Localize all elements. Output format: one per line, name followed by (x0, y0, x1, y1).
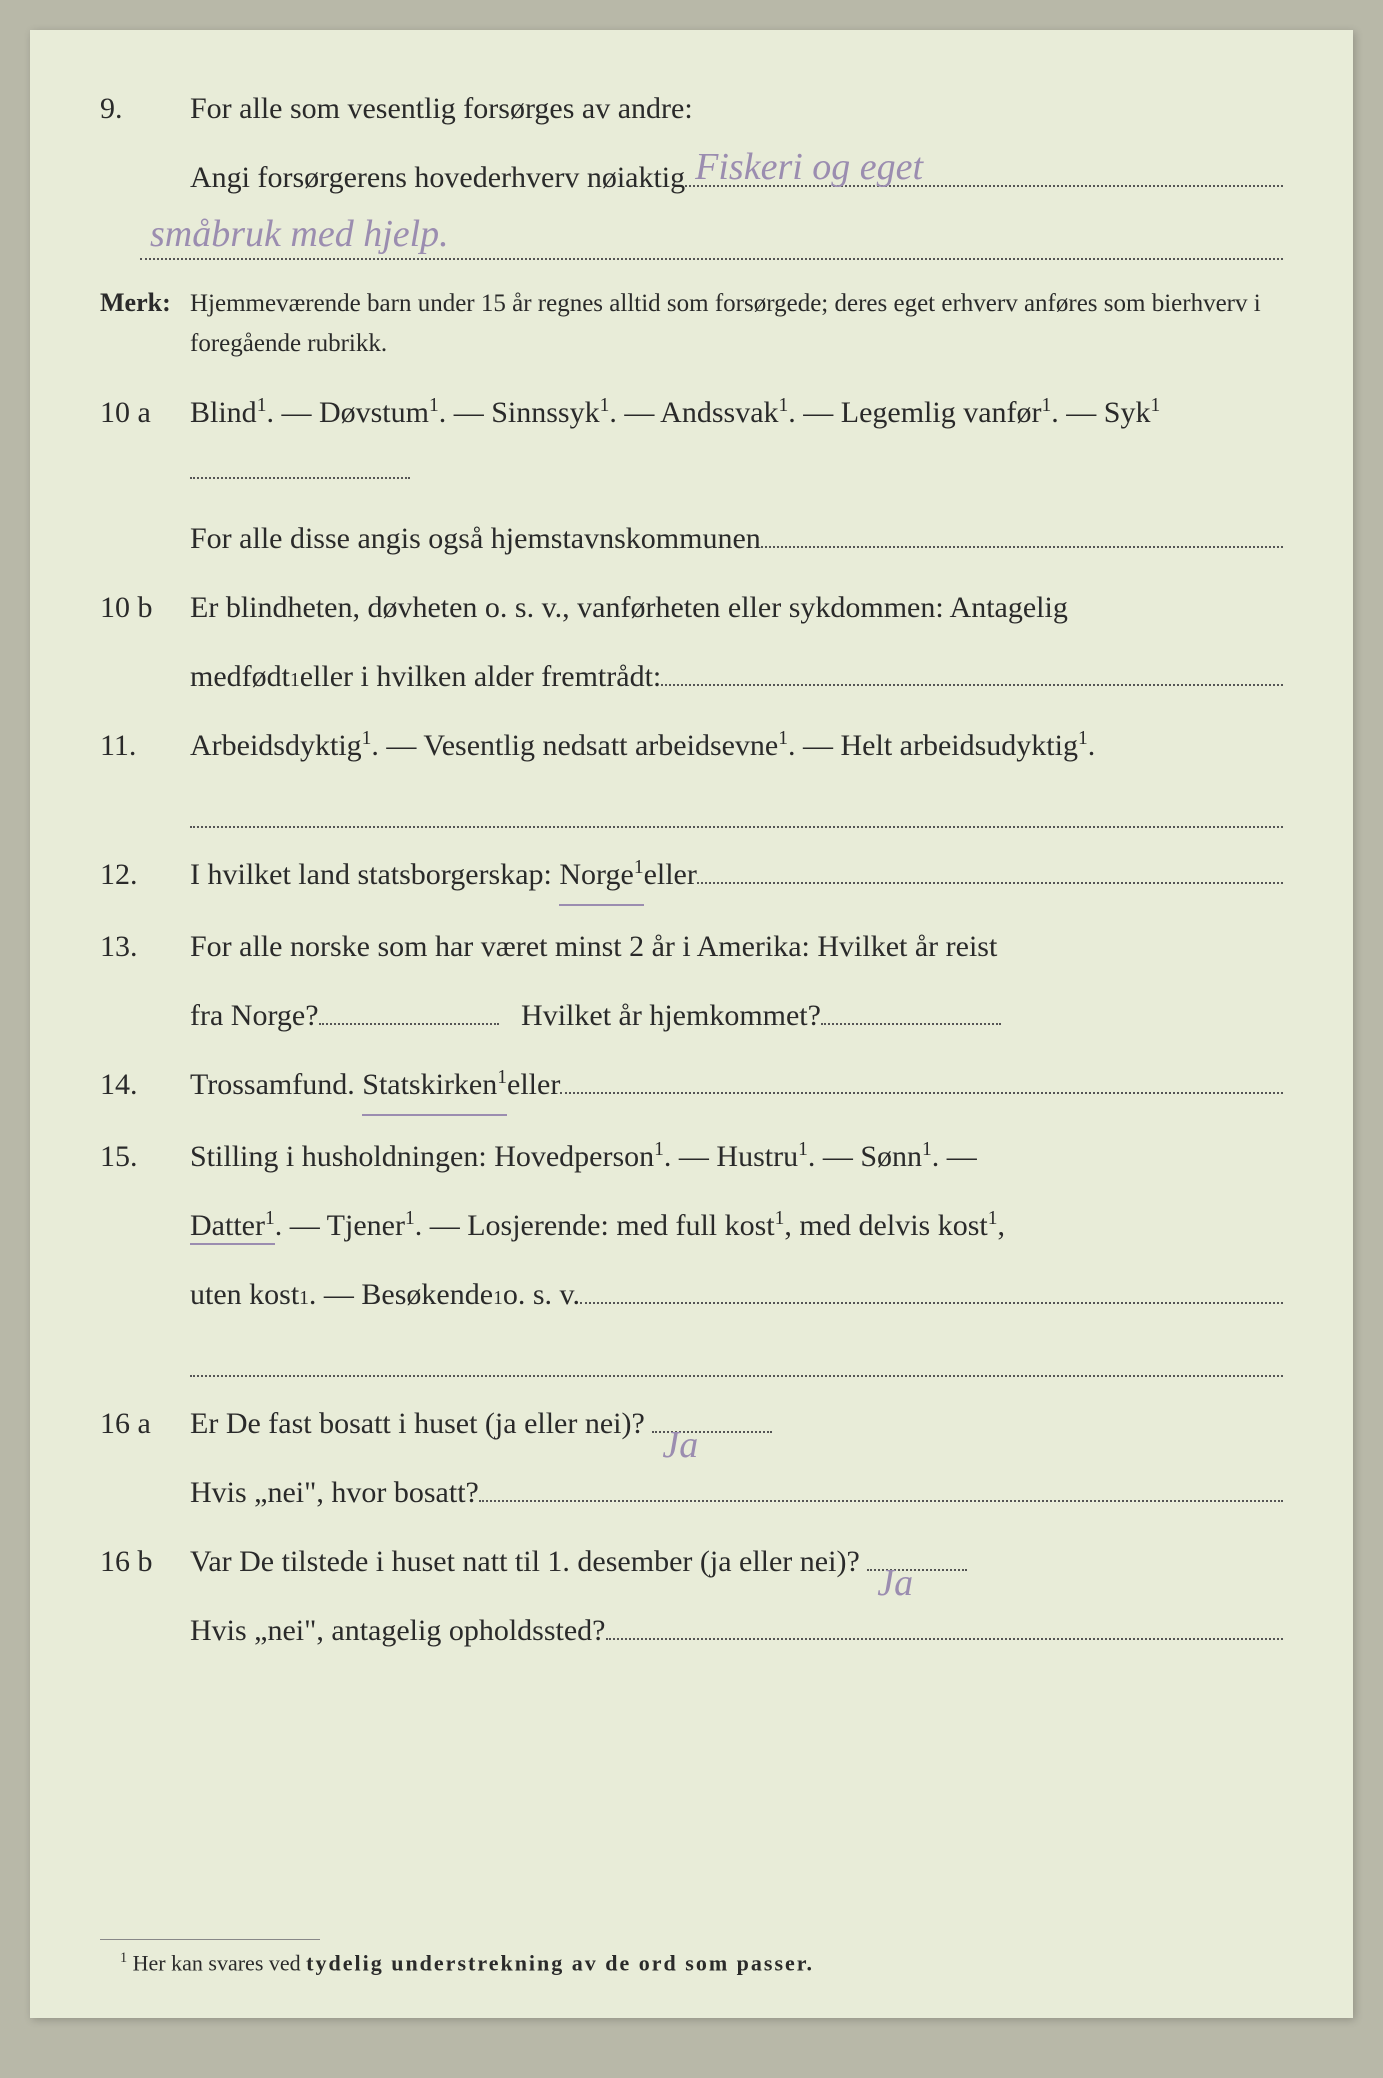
merk-text: Hjemmeværende barn under 15 år regnes al… (190, 284, 1283, 364)
q16b-text1: Var De tilstede i huset natt til 1. dese… (190, 1533, 1283, 1590)
q13-number: 13. (100, 918, 190, 975)
q10a-number: 10 a (100, 384, 190, 441)
q11-fill[interactable] (190, 786, 1283, 828)
q15-line2: Datter1. — Tjener1. — Losjerende: med fu… (100, 1197, 1283, 1254)
q9-line1: 9. For alle som vesentlig forsørges av a… (100, 80, 1283, 137)
footnote-rule (100, 1939, 320, 1940)
q15-fill-2[interactable] (190, 1335, 1283, 1377)
q12-text: I hvilket land statsborgerskap: Norge1 e… (190, 846, 1283, 906)
q16b-line2: Hvis „nei", antagelig opholdssted? (100, 1602, 1283, 1659)
q9-label: Angi forsørgerens hovederhverv nøiaktig (190, 149, 685, 206)
q13-line2: fra Norge? Hvilket år hjemkommet? (100, 987, 1283, 1044)
q10b-fill[interactable] (661, 648, 1283, 686)
q13-text1: For alle norske som har været minst 2 år… (190, 918, 1283, 975)
q16a-line1: 16 a Er De fast bosatt i huset (ja eller… (100, 1395, 1283, 1452)
q13-line1: 13. For alle norske som har været minst … (100, 918, 1283, 975)
q15-text3: uten kost1. — Besøkende1 o. s. v. (190, 1266, 1283, 1323)
merk-row: Merk: Hjemmeværende barn under 15 år reg… (100, 278, 1283, 364)
q10b-line2: medfødt1 eller i hvilken alder fremtrådt… (100, 648, 1283, 705)
q14-number: 14. (100, 1056, 190, 1113)
q9-fill-2[interactable]: småbruk med hjelp. (140, 218, 1283, 260)
footnote: 1 Her kan svares ved tydelig understrekn… (120, 1950, 1283, 1976)
q9-text1: For alle som vesentlig forsørges av andr… (190, 80, 1283, 137)
q16a-fill-bosatt[interactable] (479, 1464, 1283, 1502)
q10a-fill-syk[interactable] (190, 477, 410, 479)
q15-line1: 15. Stilling i husholdningen: Hovedperso… (100, 1128, 1283, 1185)
q9-fill-1[interactable]: Fiskeri og eget (685, 149, 1283, 187)
q10a-text2: For alle disse angis også hjemstavnskomm… (190, 510, 1283, 567)
q13-fill-1[interactable] (319, 1023, 499, 1025)
q10a-line1: 10 a Blind1. — Døvstum1. — Sinnssyk1. — … (100, 384, 1283, 498)
q15-datter-underlined: Datter1 (190, 1209, 275, 1245)
q16b-number: 16 b (100, 1533, 190, 1590)
q9-handwriting-1: Fiskeri og eget (695, 131, 923, 203)
census-form-page: 9. For alle som vesentlig forsørges av a… (30, 30, 1353, 2018)
q13-fill-2[interactable] (821, 1023, 1001, 1025)
q16a-text1: Er De fast bosatt i huset (ja eller nei)… (190, 1395, 1283, 1452)
q9-handwriting-2: småbruk med hjelp. (150, 212, 449, 256)
q11-number: 11. (100, 717, 190, 774)
q16b-fill-answer[interactable]: Ja (867, 1569, 967, 1571)
q9-text2: Angi forsørgerens hovederhverv nøiaktig … (190, 149, 1283, 206)
q10a-line2: For alle disse angis også hjemstavnskomm… (100, 510, 1283, 567)
q10a-text: Blind1. — Døvstum1. — Sinnssyk1. — Andss… (190, 384, 1283, 498)
q16b-fill-opholdssted[interactable] (606, 1602, 1284, 1640)
q16a-text2: Hvis „nei", hvor bosatt? (190, 1464, 1283, 1521)
q9-line2: Angi forsørgerens hovederhverv nøiaktig … (100, 149, 1283, 206)
q14-statskirken-underlined: Statskirken1 (362, 1056, 507, 1116)
q16a-line2: Hvis „nei", hvor bosatt? (100, 1464, 1283, 1521)
q10b-text1: Er blindheten, døvheten o. s. v., vanfør… (190, 579, 1283, 636)
q12-number: 12. (100, 846, 190, 903)
q11-line1: 11. Arbeidsdyktig1. — Vesentlig nedsatt … (100, 717, 1283, 774)
q16b-text2: Hvis „nei", antagelig opholdssted? (190, 1602, 1283, 1659)
q16b-line1: 16 b Var De tilstede i huset natt til 1.… (100, 1533, 1283, 1590)
merk-label: Merk: (100, 278, 190, 327)
q12-fill[interactable] (697, 846, 1283, 884)
q16a-fill-answer[interactable]: Ja (652, 1431, 772, 1433)
q12-norge-underlined: Norge1 (559, 846, 643, 906)
q10a-fill-kommune[interactable] (761, 510, 1283, 548)
q10b-number: 10 b (100, 579, 190, 636)
q15-line3: uten kost1. — Besøkende1 o. s. v. (100, 1266, 1283, 1323)
q12-row: 12. I hvilket land statsborgerskap: Norg… (100, 846, 1283, 906)
q15-number: 15. (100, 1128, 190, 1185)
q16a-number: 16 a (100, 1395, 190, 1452)
q11-text: Arbeidsdyktig1. — Vesentlig nedsatt arbe… (190, 717, 1283, 774)
q9-number: 9. (100, 80, 190, 137)
q10b-line1: 10 b Er blindheten, døvheten o. s. v., v… (100, 579, 1283, 636)
q14-row: 14. Trossamfund. Statskirken1 eller (100, 1056, 1283, 1116)
q13-text2: fra Norge? Hvilket år hjemkommet? (190, 987, 1283, 1044)
q15-fill[interactable] (580, 1266, 1283, 1304)
q14-text: Trossamfund. Statskirken1 eller (190, 1056, 1283, 1116)
q10b-text2: medfødt1 eller i hvilken alder fremtrådt… (190, 648, 1283, 705)
q15-text1: Stilling i husholdningen: Hovedperson1. … (190, 1128, 1283, 1185)
q14-fill[interactable] (560, 1056, 1283, 1094)
q15-text2: Datter1. — Tjener1. — Losjerende: med fu… (190, 1197, 1283, 1254)
